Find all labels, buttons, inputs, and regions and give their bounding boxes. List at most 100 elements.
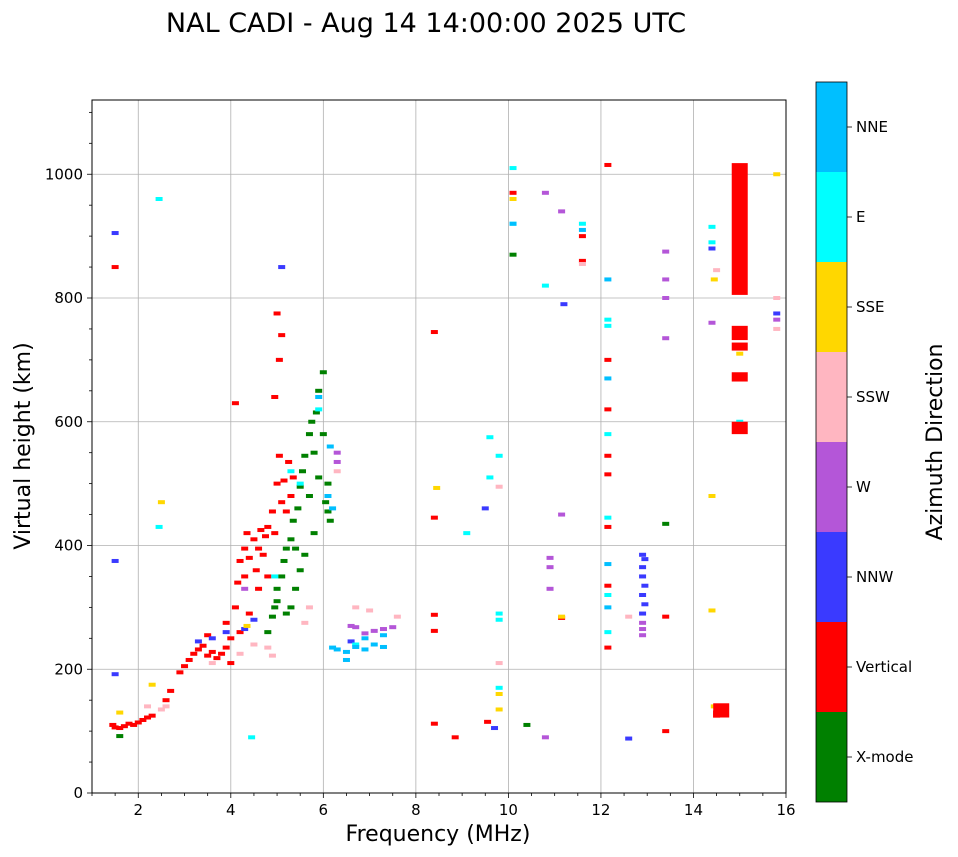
data-point-x-mode: [292, 586, 300, 591]
data-point-e: [541, 283, 549, 288]
y-tick-label: 600: [54, 413, 83, 431]
data-point-vertical: [134, 720, 142, 725]
y-axis-ticks: 0 200 400 600 800 1000: [45, 111, 92, 802]
data-point-vertical: [245, 611, 253, 616]
data-point-vertical: [275, 357, 283, 362]
data-point-ssw: [713, 268, 721, 273]
data-point-vertical: [241, 546, 249, 551]
data-point-e: [708, 224, 716, 229]
colorbar-swatch-vertical: [816, 622, 847, 712]
data-point-w: [546, 555, 554, 560]
data-point-e: [495, 453, 503, 458]
x-tick-label: 16: [776, 801, 795, 819]
data-point-x-mode: [324, 509, 332, 514]
data-point-nne: [361, 636, 369, 641]
data-point-nnw: [347, 639, 355, 644]
data-point-vertical: [273, 481, 281, 486]
data-point-vertical: [430, 330, 438, 335]
data-point-vertical: [259, 552, 267, 557]
data-point-vertical: [162, 698, 170, 703]
data-point-vertical: [578, 258, 586, 263]
echo-block-vertical: [731, 342, 748, 351]
data-point-vertical: [241, 574, 249, 579]
data-point-x-mode: [282, 546, 290, 551]
data-point-vertical: [430, 721, 438, 726]
data-point-sse: [773, 172, 781, 177]
data-point-nnw: [222, 630, 230, 635]
data-point-vertical: [185, 657, 193, 662]
data-point-x-mode: [287, 537, 295, 542]
data-point-vertical: [255, 586, 263, 591]
data-point-vertical: [604, 524, 612, 529]
data-point-vertical: [280, 478, 288, 483]
data-point-nne: [326, 444, 334, 449]
data-point-x-mode: [319, 432, 327, 437]
data-point-vertical: [208, 649, 216, 654]
data-point-vertical: [194, 647, 202, 652]
data-point-x-mode: [278, 574, 286, 579]
echo-block-vertical: [731, 163, 748, 295]
data-point-w: [662, 249, 670, 254]
data-point-ssw: [773, 326, 781, 331]
data-point-vertical: [287, 494, 295, 498]
data-point-sse: [736, 351, 744, 356]
data-point-nnw: [773, 311, 781, 316]
colorbar-swatch-w: [816, 442, 847, 532]
data-point-ssw: [393, 614, 401, 619]
colorbar-title: Azimuth Direction: [923, 343, 948, 540]
data-point-nnw: [250, 617, 258, 622]
data-point-vertical: [275, 453, 283, 458]
data-point-w: [352, 625, 360, 630]
data-point-vertical: [262, 534, 269, 539]
data-point-vertical: [227, 661, 235, 666]
data-point-nne: [329, 645, 337, 650]
data-point-x-mode: [296, 568, 304, 573]
data-point-ssw: [162, 704, 170, 709]
data-point-vertical: [264, 574, 272, 579]
data-point-vertical: [271, 395, 279, 399]
data-point-w: [639, 633, 647, 638]
data-point-e: [248, 735, 256, 740]
colorbar-label: E: [856, 208, 865, 226]
data-point-vertical: [231, 401, 239, 406]
data-point-w: [370, 628, 378, 633]
data-point-nne: [352, 644, 360, 649]
data-point-vertical: [278, 500, 286, 505]
data-point-ssw: [352, 605, 360, 610]
data-point-nnw: [111, 558, 119, 563]
data-point-vertical: [268, 509, 276, 514]
data-point-w: [708, 320, 716, 325]
colorbar-label: SSE: [856, 298, 885, 316]
data-point-nnw: [639, 611, 647, 616]
data-point-w: [546, 565, 554, 570]
data-point-vertical: [243, 531, 251, 536]
data-point-vertical: [222, 645, 230, 650]
data-point-nne: [324, 494, 332, 498]
data-point-e: [155, 197, 163, 201]
data-point-w: [662, 296, 670, 300]
colorbar-swatch-e: [816, 172, 847, 262]
data-point-x-mode: [662, 521, 670, 526]
data-point-x-mode: [268, 614, 276, 619]
data-point-ssw: [305, 605, 313, 610]
data-point-e: [155, 524, 163, 529]
data-point-vertical: [604, 583, 612, 588]
colorbar-swatch-sse: [816, 262, 847, 352]
data-point-e: [604, 593, 612, 597]
data-point-w: [379, 627, 387, 632]
data-point-x-mode: [264, 630, 272, 635]
data-point-ssw: [333, 469, 341, 474]
y-tick-label: 800: [54, 289, 83, 307]
data-point-nnw: [641, 602, 649, 607]
data-point-x-mode: [308, 419, 316, 424]
x-tick-label: 8: [411, 801, 421, 819]
data-point-vertical: [252, 568, 260, 573]
data-point-vertical: [204, 653, 212, 658]
data-point-vertical: [484, 719, 492, 724]
data-point-ssw: [250, 642, 258, 647]
echo-block-vertical: [731, 421, 748, 435]
data-point-vertical: [509, 190, 517, 195]
x-tick-label: 14: [684, 801, 703, 819]
data-point-x-mode: [324, 481, 332, 486]
